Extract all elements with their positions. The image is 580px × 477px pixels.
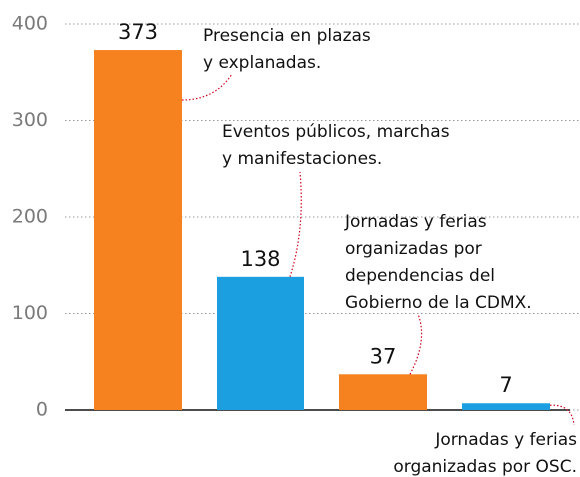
annotation: Gobierno de la CDMX. bbox=[345, 293, 532, 313]
annotation: Jornadas y ferias bbox=[344, 212, 487, 232]
annotation: organizadas por OSC. bbox=[393, 457, 577, 477]
annotation: y explanadas. bbox=[203, 53, 321, 73]
bar bbox=[217, 276, 304, 410]
annotation: Jornadas y ferias bbox=[434, 430, 577, 450]
leader-line bbox=[549, 404, 575, 426]
leader-line bbox=[181, 73, 233, 101]
y-tick-label: 300 bbox=[12, 109, 48, 131]
y-tick-label: 0 bbox=[36, 399, 48, 421]
bar bbox=[94, 50, 182, 411]
value-label: 138 bbox=[240, 247, 280, 271]
bar bbox=[339, 374, 427, 410]
y-tick-label: 400 bbox=[12, 13, 48, 35]
y-tick-label: 200 bbox=[12, 206, 48, 228]
y-tick-label: 100 bbox=[12, 302, 48, 324]
annotation: dependencias del bbox=[345, 266, 495, 286]
value-label: 373 bbox=[118, 20, 158, 44]
annotation: organizadas por bbox=[345, 239, 482, 259]
annotation: Eventos públicos, marchas bbox=[222, 122, 450, 142]
bar bbox=[462, 403, 550, 410]
value-label: 7 bbox=[499, 373, 512, 397]
value-label: 37 bbox=[370, 344, 397, 368]
annotation: Presencia en plazas bbox=[203, 26, 371, 46]
annotation: y manifestaciones. bbox=[222, 149, 382, 169]
leader-line bbox=[409, 313, 423, 375]
leader-line bbox=[289, 171, 302, 278]
